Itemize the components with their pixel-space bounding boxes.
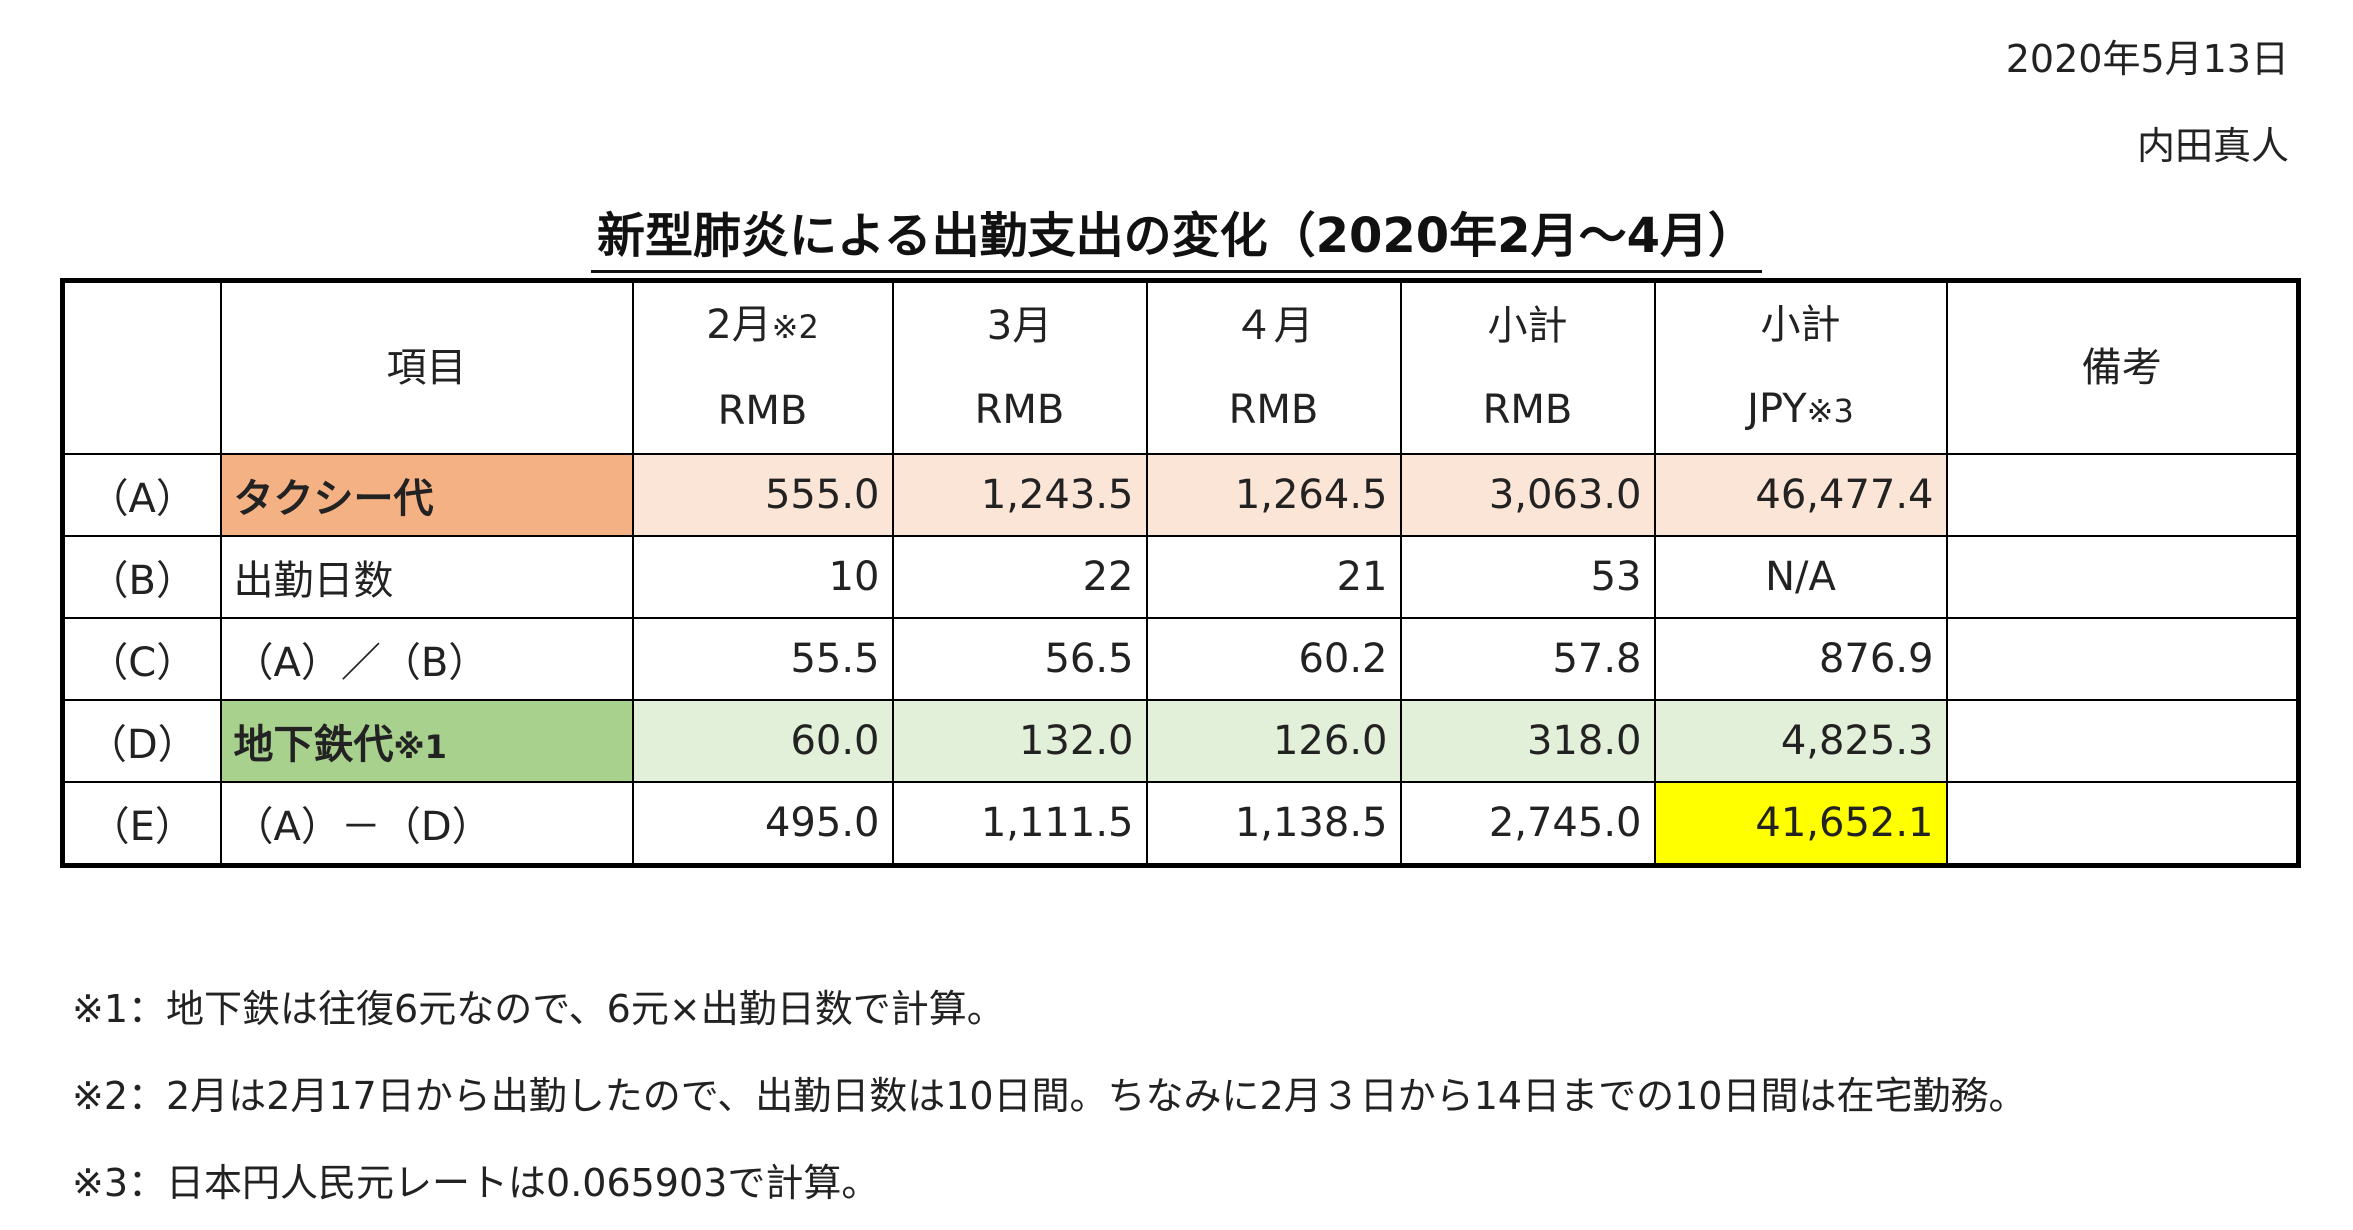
- row-difference: （E） （A）－（D） 495.0 1,111.5 1,138.5 2,745.…: [61, 781, 2300, 867]
- row-label: （C）: [61, 617, 222, 701]
- footnote-2: ※2：2月は2月17日から出勤したので、出勤日数は10日間。ちなみに2月３日から…: [72, 1074, 2027, 1118]
- header-row: 項目 2月※2 RMB 3月 RMB ４月 RMB 小計 RMB 小計 JPY※…: [61, 279, 2300, 455]
- cell-apr: 60.2: [1145, 617, 1402, 701]
- header-subtotal-jpy: 小計 JPY※3: [1653, 279, 1948, 455]
- cell-mar: 1,111.5: [891, 781, 1148, 867]
- row-item: 出勤日数: [219, 535, 634, 619]
- cell-subtotal-jpy: 876.9: [1653, 617, 1948, 701]
- header-subtotal-jpy-unit: JPY: [1747, 386, 1807, 432]
- header-mar-month: 3月: [986, 303, 1053, 349]
- header-apr: ４月 RMB: [1145, 279, 1402, 455]
- row-item-note: ※1: [393, 728, 447, 766]
- header-mar: 3月 RMB: [891, 279, 1148, 455]
- header-apr-unit: RMB: [1228, 387, 1319, 433]
- cell-mar: 132.0: [891, 699, 1148, 783]
- page-title-text: 新型肺炎による出勤支出の変化（2020年2月～4月）: [591, 208, 1762, 273]
- cell-mar: 56.5: [891, 617, 1148, 701]
- report-date: 2020年5月13日: [2005, 37, 2289, 81]
- cell-subtotal-rmb: 3,063.0: [1399, 453, 1656, 537]
- row-item-text: タクシー代: [233, 476, 434, 522]
- header-subtotal-jpy-label: 小計: [1760, 302, 1841, 348]
- row-label: （D）: [61, 699, 222, 783]
- cell-remarks: [1945, 453, 2300, 537]
- cell-remarks: [1945, 781, 2300, 867]
- cell-apr: 1,264.5: [1145, 453, 1402, 537]
- header-subtotal-rmb: 小計 RMB: [1399, 279, 1656, 455]
- header-subtotal-rmb-label: 小計: [1487, 303, 1568, 349]
- cell-feb: 555.0: [631, 453, 894, 537]
- row-item: （A）／（B）: [219, 617, 634, 701]
- footnote-1: ※1：地下鉄は往復6元なので、6元×出勤日数で計算。: [72, 987, 1005, 1031]
- row-label: （E）: [61, 781, 222, 867]
- row-taxi-per-day: （C） （A）／（B） 55.5 56.5 60.2 57.8 876.9: [61, 617, 2300, 701]
- header-feb-note: ※2: [771, 308, 819, 346]
- author-name: 内田真人: [2136, 124, 2289, 168]
- header-feb-month: 2月: [706, 302, 772, 348]
- header-feb: 2月※2 RMB: [631, 279, 894, 455]
- cell-remarks: [1945, 535, 2300, 619]
- cell-subtotal-jpy-highlighted: 41,652.1: [1653, 781, 1948, 867]
- cell-subtotal-jpy: 46,477.4: [1653, 453, 1948, 537]
- header-subtotal-jpy-note: ※3: [1806, 392, 1854, 430]
- header-mar-unit: RMB: [974, 387, 1065, 433]
- header-blank: [61, 279, 222, 455]
- header-remarks: 備考: [1945, 279, 2300, 455]
- row-taxi: （A） タクシー代 555.0 1,243.5 1,264.5 3,063.0 …: [61, 453, 2300, 537]
- header-apr-month: ４月: [1233, 303, 1314, 349]
- cell-subtotal-rmb: 57.8: [1399, 617, 1656, 701]
- header-item: 項目: [219, 279, 634, 455]
- cell-subtotal-rmb: 2,745.0: [1399, 781, 1656, 867]
- cell-subtotal-jpy: 4,825.3: [1653, 699, 1948, 783]
- row-item-text: 地下鉄代: [233, 722, 394, 768]
- header-subtotal-rmb-unit: RMB: [1482, 387, 1573, 433]
- cell-subtotal-rmb: 53: [1399, 535, 1656, 619]
- cell-apr: 126.0: [1145, 699, 1402, 783]
- header-feb-unit: RMB: [717, 388, 808, 434]
- row-label: （A）: [61, 453, 222, 537]
- row-item-text: （A）／（B）: [233, 640, 489, 686]
- footnote-3: ※3：日本円人民元レートは0.065903で計算。: [72, 1161, 880, 1205]
- cell-feb: 10: [631, 535, 894, 619]
- cell-apr: 1,138.5: [1145, 781, 1402, 867]
- cell-feb: 495.0: [631, 781, 894, 867]
- cell-mar: 1,243.5: [891, 453, 1148, 537]
- cell-subtotal-jpy: N/A: [1653, 535, 1948, 619]
- cell-feb: 60.0: [631, 699, 894, 783]
- cell-remarks: [1945, 699, 2300, 783]
- row-item: タクシー代: [219, 453, 634, 537]
- cell-mar: 22: [891, 535, 1148, 619]
- row-item-text: （A）－（D）: [233, 804, 492, 850]
- row-work-days: （B） 出勤日数 10 22 21 53 N/A: [61, 535, 2300, 619]
- cell-subtotal-rmb: 318.0: [1399, 699, 1656, 783]
- row-item: 地下鉄代※1: [219, 699, 634, 783]
- page-title: 新型肺炎による出勤支出の変化（2020年2月～4月）: [0, 196, 2353, 273]
- row-item-text: 出勤日数: [233, 558, 394, 604]
- cell-remarks: [1945, 617, 2300, 701]
- row-item: （A）－（D）: [219, 781, 634, 867]
- row-metro: （D） 地下鉄代※1 60.0 132.0 126.0 318.0 4,825.…: [61, 699, 2300, 783]
- row-label: （B）: [61, 535, 222, 619]
- expense-table: 項目 2月※2 RMB 3月 RMB ４月 RMB 小計 RMB 小計 JPY※…: [60, 278, 2301, 868]
- cell-feb: 55.5: [631, 617, 894, 701]
- cell-apr: 21: [1145, 535, 1402, 619]
